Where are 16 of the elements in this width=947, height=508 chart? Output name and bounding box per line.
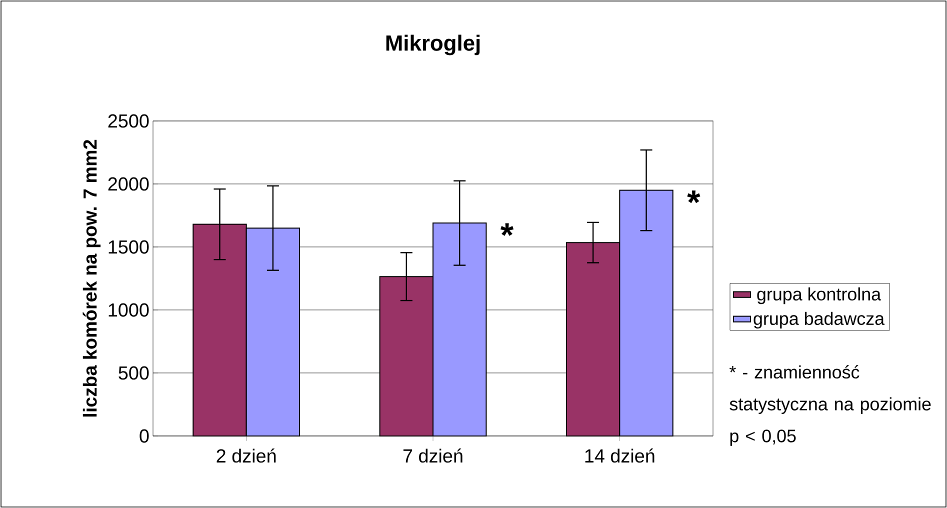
text: * - znamienność statystyczna na poziomie p < 0,05 (729, 365, 931, 446)
y-tick-label: 2000 (108, 177, 149, 191)
x-tick-label: 2 dzień (216, 448, 276, 463)
legend-label: grupa badawcza (754, 312, 885, 329)
y-tick-label: 2500 (108, 114, 149, 128)
y-tick-label: 1000 (108, 303, 149, 317)
y-tick-label: 1500 (108, 240, 149, 254)
annotation: * (500, 223, 514, 236)
chart-title: Mikroglej (386, 34, 480, 56)
y-axis-title: liczba komórek na pow. 7 mm2 (82, 140, 101, 417)
annotation: * (687, 190, 700, 204)
y-tick-label: 0 (140, 429, 149, 443)
x-tick-label: 14 dzień (585, 448, 654, 463)
x-tick-label: 7 dzień (403, 448, 462, 463)
y-tick-label: 500 (118, 366, 149, 380)
legend-label: grupa kontrolna (757, 287, 882, 304)
